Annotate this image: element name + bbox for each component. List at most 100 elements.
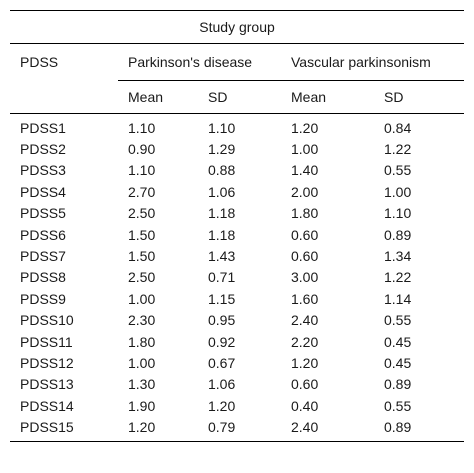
cell-mean-pd: 1.00 <box>128 354 156 371</box>
cell-mean-vp: 2.00 <box>291 183 319 200</box>
cell-mean-vp: 2.20 <box>291 333 319 350</box>
cell-sd-vp: 0.55 <box>384 397 412 414</box>
cell-sd-pd: 1.29 <box>208 141 236 158</box>
cell-sd-pd: 1.18 <box>208 205 236 222</box>
cell-sd-vp: 0.89 <box>374 416 465 442</box>
cell-sd-vp: 1.22 <box>384 141 412 158</box>
cell-sd-vp: 0.89 <box>384 376 412 393</box>
group-header-parkinsons: Parkinson's disease <box>118 43 281 81</box>
cell-mean-vp: 2.40 <box>281 416 374 442</box>
stat-header-mean-vp: Mean <box>281 80 374 114</box>
row-label: PDSS4 <box>20 183 66 200</box>
cell-mean-vp: 2.40 <box>291 312 319 329</box>
header-row-study-group: Study group <box>10 10 465 44</box>
row-label: PDSS7 <box>20 248 66 265</box>
table-body: PDSS1 1.10 1.10 1.20 0.84 PDSS2 0.90 1.29 1.00 1.… <box>10 114 465 442</box>
table-row: PDSS1 1.10 1.10 1.20 0.84 <box>10 114 464 139</box>
cell-sd-vp: 0.55 <box>384 312 412 329</box>
table-row: PDSS14 1.90 1.20 0.40 0.55 <box>10 395 464 416</box>
cell-mean-vp: 0.40 <box>291 397 319 414</box>
row-label: PDSS6 <box>20 226 66 243</box>
cell-mean-pd: 1.80 <box>128 333 156 350</box>
cell-sd-vp: 0.45 <box>384 333 412 350</box>
table-row: PDSS5 2.50 1.18 1.80 1.10 <box>10 203 464 224</box>
table-row: PDSS10 2.30 0.95 2.40 0.55 <box>10 310 464 331</box>
cell-mean-vp: 0.60 <box>291 248 319 265</box>
cell-sd-pd: 0.67 <box>208 354 236 371</box>
cell-mean-pd: 0.90 <box>128 141 156 158</box>
cell-mean-vp: 0.60 <box>291 226 319 243</box>
cell-sd-pd: 0.88 <box>208 162 236 179</box>
pdss-table: Study group PDSS Parkinson's disease Vas… <box>10 10 465 442</box>
cell-sd-pd: 0.71 <box>208 269 236 286</box>
cell-sd-pd: 1.15 <box>208 290 236 307</box>
cell-sd-pd: 1.18 <box>208 226 236 243</box>
table-row: PDSS7 1.50 1.43 0.60 1.34 <box>10 245 464 266</box>
row-label: PDSS13 <box>20 376 74 393</box>
cell-mean-vp: 1.20 <box>291 119 319 136</box>
cell-mean-pd: 1.50 <box>128 248 156 265</box>
row-label: PDSS5 <box>20 205 66 222</box>
cell-mean-vp: 1.80 <box>291 205 319 222</box>
row-label: PDSS9 <box>20 290 66 307</box>
row-label: PDSS8 <box>20 269 66 286</box>
table-row: PDSS8 2.50 0.71 3.00 1.22 <box>10 267 464 288</box>
header-row-groups: PDSS Parkinson's disease Vascular parkin… <box>10 43 465 114</box>
cell-mean-vp: 0.60 <box>291 376 319 393</box>
cell-sd-pd: 1.43 <box>208 248 236 265</box>
row-label: PDSS11 <box>20 333 73 350</box>
cell-sd-vp: 0.84 <box>384 119 412 136</box>
group-header-vascular: Vascular parkinsonism <box>281 43 465 81</box>
cell-sd-vp: 1.00 <box>384 183 412 200</box>
row-label: PDSS3 <box>20 162 66 179</box>
cell-mean-vp: 1.00 <box>291 141 319 158</box>
table-row: PDSS2 0.90 1.29 1.00 1.22 <box>10 138 464 159</box>
cell-sd-vp: 0.45 <box>384 354 412 371</box>
cell-sd-vp: 0.89 <box>384 226 412 243</box>
row-label: PDSS2 <box>20 141 66 158</box>
row-label: PDSS12 <box>20 354 74 371</box>
table-row: PDSS9 1.00 1.15 1.60 1.14 <box>10 288 464 309</box>
row-label: PDSS10 <box>20 312 74 329</box>
table-row: PDSS6 1.50 1.18 0.60 0.89 <box>10 224 464 245</box>
cell-sd-pd: 0.95 <box>208 312 236 329</box>
cell-sd-vp: 1.10 <box>384 205 412 222</box>
cell-mean-vp: 1.20 <box>291 354 319 371</box>
table-row: PDSS13 1.30 1.06 0.60 0.89 <box>10 374 464 395</box>
cell-mean-pd: 1.10 <box>128 119 156 136</box>
cell-mean-vp: 1.60 <box>291 290 319 307</box>
cell-mean-pd: 1.00 <box>128 290 156 307</box>
cell-mean-vp: 3.00 <box>291 269 319 286</box>
row-label: PDSS15 <box>10 416 118 442</box>
study-group-caption: Study group <box>10 10 465 44</box>
cell-mean-pd: 1.30 <box>128 376 156 393</box>
row-label: PDSS1 <box>20 119 66 136</box>
table-row: PDSS11 1.80 0.92 2.20 0.45 <box>10 331 464 352</box>
cell-mean-pd: 1.90 <box>128 397 156 414</box>
cell-mean-pd: 2.50 <box>128 205 156 222</box>
header-row-stats: Mean SD Mean SD <box>10 80 465 114</box>
cell-mean-pd: 1.10 <box>128 162 156 179</box>
cell-sd-pd: 1.20 <box>208 397 236 414</box>
cell-mean-pd: 1.20 <box>118 416 198 442</box>
cell-sd-vp: 1.34 <box>384 248 412 265</box>
table-row: PDSS4 2.70 1.06 2.00 1.00 <box>10 181 464 202</box>
cell-sd-vp: 1.14 <box>384 290 412 307</box>
table-row: PDSS3 1.10 0.88 1.40 0.55 <box>10 160 464 181</box>
cell-sd-vp: 1.22 <box>384 269 412 286</box>
cell-mean-pd: 2.70 <box>128 183 156 200</box>
cell-sd-pd: 0.79 <box>198 416 281 442</box>
data-table-container: Study group PDSS Parkinson's disease Vas… <box>10 10 465 442</box>
cell-sd-pd: 0.92 <box>208 333 236 350</box>
cell-mean-pd: 2.50 <box>128 269 156 286</box>
cell-mean-vp: 1.40 <box>291 162 319 179</box>
table-row: PDSS15 1.20 0.79 2.40 0.89 <box>10 416 465 442</box>
pdss-column-header: PDSS <box>10 43 118 114</box>
cell-sd-pd: 1.10 <box>208 119 236 136</box>
row-label: PDSS14 <box>20 397 74 414</box>
stat-header-mean-pd: Mean <box>118 80 198 114</box>
cell-sd-pd: 1.06 <box>208 183 236 200</box>
cell-mean-pd: 1.50 <box>128 226 156 243</box>
cell-sd-vp: 0.55 <box>384 162 412 179</box>
stat-header-sd-vp: SD <box>374 80 465 114</box>
